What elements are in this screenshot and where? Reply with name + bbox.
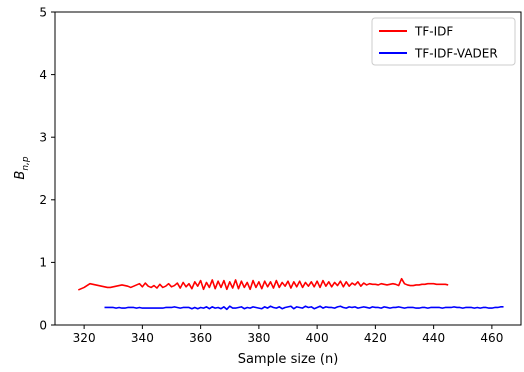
x-tick-label: 320 (73, 331, 96, 345)
legend-box (371, 17, 516, 66)
x-axis-ticks: 320 340 360 380 400 420 440 460 (73, 325, 503, 345)
x-tick-label: 400 (306, 331, 329, 345)
series-line-tf-idf-vader (104, 305, 504, 311)
x-tick-label: 340 (131, 331, 154, 345)
x-tick-label: 460 (480, 331, 503, 345)
x-axis-label: Sample size (n) (238, 352, 339, 367)
legend: TF-IDF TF-IDF-VADER (371, 17, 516, 66)
x-tick-label: 420 (364, 331, 387, 345)
y-tick-label: 4 (39, 68, 47, 82)
legend-label-tf-idf-vader: TF-IDF-VADER (414, 47, 498, 61)
plot-lines (77, 277, 504, 311)
plot-frame (54, 11, 522, 326)
y-tick-label: 1 (39, 256, 47, 270)
y-tick-label: 5 (39, 5, 47, 19)
x-tick-label: 380 (247, 331, 270, 345)
y-axis-label: Bn,p (13, 156, 31, 179)
x-tick-label: 360 (189, 331, 212, 345)
y-tick-label: 2 (39, 193, 47, 207)
legend-label-tf-idf: TF-IDF (414, 25, 453, 39)
x-tick-label: 440 (422, 331, 445, 345)
y-tick-label: 0 (39, 318, 47, 332)
y-tick-label: 3 (39, 131, 47, 145)
series-line-tf-idf (77, 277, 449, 291)
y-axis-ticks: 0 1 2 3 4 5 (39, 5, 55, 332)
y-axis-label-subscript: n,p (21, 156, 31, 171)
y-axis-label-main: B (13, 171, 28, 180)
